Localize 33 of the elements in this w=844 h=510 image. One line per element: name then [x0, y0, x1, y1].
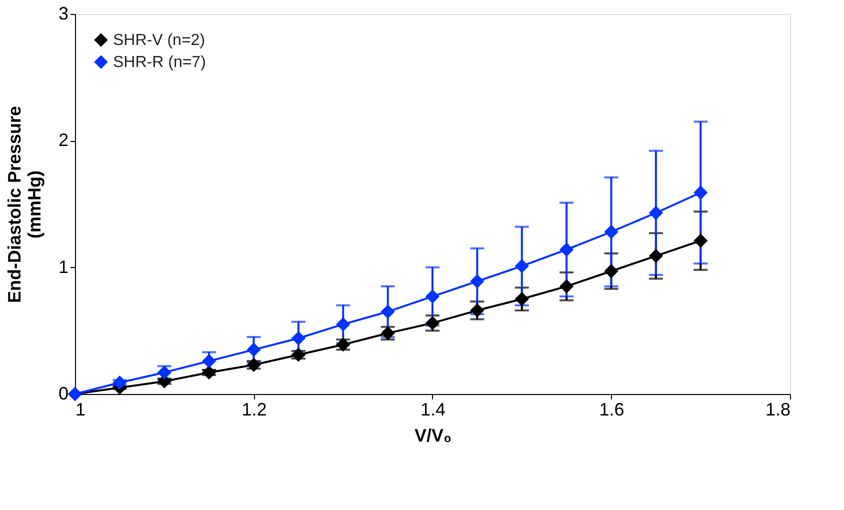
point — [514, 258, 529, 274]
x-axis-title: V/V₀ — [414, 426, 452, 446]
y-axis-title: End-Diastolic Pressure (mmHg) — [4, 106, 44, 304]
point — [380, 304, 395, 319]
point — [559, 242, 574, 257]
legend-label: SHR-V (n=2) — [113, 32, 206, 49]
x-tick-label: 1.8 — [765, 400, 790, 420]
point — [336, 317, 350, 332]
point — [470, 274, 484, 288]
point — [291, 331, 306, 346]
legend-label: SHR-R (n=7) — [113, 54, 206, 71]
y-tick-label: 3 — [58, 4, 68, 24]
point — [694, 186, 708, 200]
point — [514, 292, 529, 306]
point — [604, 224, 618, 239]
point — [112, 376, 127, 390]
point — [246, 342, 261, 357]
point — [202, 365, 216, 380]
point — [559, 279, 574, 294]
y-tick-label: 2 — [58, 130, 68, 150]
point — [246, 358, 261, 372]
x-tick-label: 1.2 — [242, 400, 267, 420]
point — [694, 234, 708, 248]
point — [425, 289, 440, 304]
point — [648, 206, 664, 220]
point — [604, 264, 618, 278]
point — [648, 248, 664, 264]
x-tick-label: 1.4 — [420, 400, 446, 420]
y-tick-label: 0 — [58, 384, 68, 404]
y-tick-label: 1 — [58, 256, 68, 277]
x-tick-label: 1 — [76, 400, 86, 420]
point — [470, 303, 484, 318]
x-tick-label: 1.6 — [599, 400, 624, 420]
